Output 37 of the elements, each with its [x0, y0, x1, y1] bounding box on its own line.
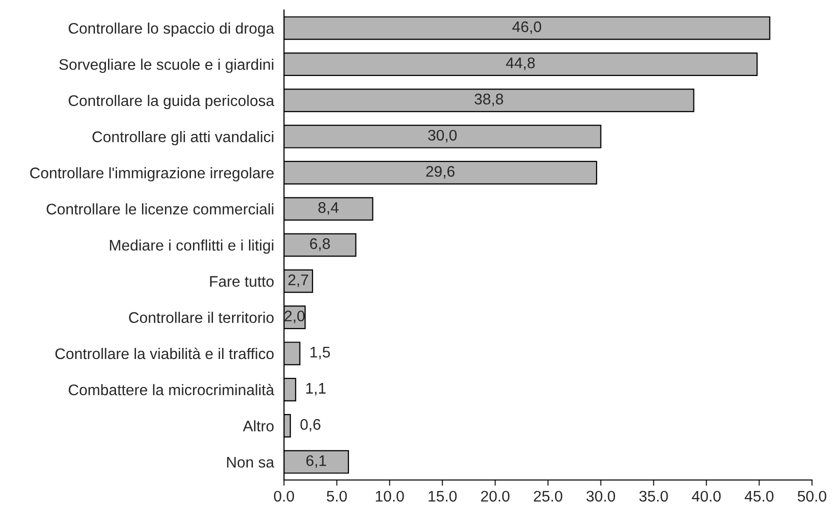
y-tick-label: Controllare le licenze commerciali	[46, 203, 274, 215]
x-tick-label: 15.0	[428, 490, 457, 502]
data-label: 2,0	[284, 310, 305, 324]
y-tick-label: Controllare l'immigrazione irregolare	[30, 167, 274, 182]
data-label: 44,8	[506, 58, 535, 70]
y-tick-label: Controllare lo spaccio di droga	[68, 22, 274, 37]
data-label: 6,1	[306, 455, 326, 468]
data-label: 8,4	[318, 202, 339, 215]
data-label: 30,0	[428, 130, 457, 142]
data-label: 6,8	[310, 238, 330, 251]
x-tick-label: 25.0	[534, 490, 562, 502]
x-tick-label: 45.0	[744, 490, 774, 502]
y-tick-label: Non sa	[227, 456, 274, 468]
x-tick-label: 40.0	[692, 490, 721, 502]
x-tick-label: 10.0	[376, 490, 404, 502]
data-label: 0,6	[300, 419, 320, 432]
x-tick-label: 35.0	[639, 490, 668, 502]
data-label: 29,6	[426, 166, 454, 179]
y-tick-label: Fare tutto	[210, 276, 274, 287]
y-tick-label: Controllare la guida pericolosa	[68, 94, 274, 110]
x-tick-label: 0.0	[274, 490, 294, 502]
x-tick-label: 5.0	[326, 490, 347, 502]
x-tick-label: 50.0	[798, 490, 826, 502]
data-label: 1,5	[310, 346, 330, 360]
y-tick-label: Controllare il territorio	[129, 312, 274, 323]
x-tick-label: 20.0	[481, 490, 510, 502]
data-label: 1,1	[306, 383, 326, 396]
data-label: 38,8	[474, 94, 504, 106]
x-tick-label: 30.0	[586, 490, 616, 502]
y-tick-label: Controllare gli atti vandalici	[92, 131, 274, 146]
y-tick-label: Controllare la viabilità e il traffico	[55, 348, 274, 360]
data-label: 46,0	[512, 21, 542, 34]
y-tick-label: Mediare i conflitti e i litigi	[110, 239, 274, 254]
y-tick-label: Sorvegliare le scuole e i giardini	[59, 58, 274, 73]
y-tick-label: Altro	[242, 420, 274, 432]
data-label: 2,7	[288, 274, 308, 288]
y-tick-label: Combattere la microcriminalità	[68, 384, 274, 396]
